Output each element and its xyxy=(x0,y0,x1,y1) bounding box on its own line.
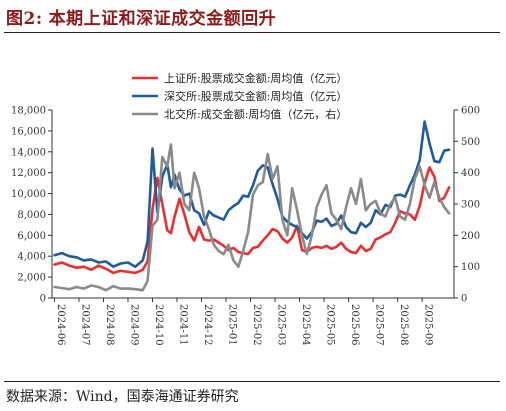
line-chart: 0 2,000 4,000 6,000 8,000 10,000 12,000 14,000 1… xyxy=(11,71,480,346)
y-left-tick-label: 14,000 xyxy=(11,147,46,158)
x-tick-label: 2025-06 xyxy=(349,304,360,346)
y-right-tick-label: 500 xyxy=(461,137,480,148)
x-tick-label: 2024-12 xyxy=(202,304,213,346)
x-tick-label: 2025-02 xyxy=(251,304,262,346)
x-tick-label: 2024-09 xyxy=(128,304,139,346)
figure-title: 图2: 本期上证和深证成交金额回升 xyxy=(6,4,282,29)
chart-axes: 0 2,000 4,000 6,000 8,000 10,000 12,000 14,000 1… xyxy=(11,106,480,346)
y-left-tick-label: 0 xyxy=(40,294,46,305)
y-left-tick-label: 4,000 xyxy=(17,252,46,263)
y-right-tick-label: 100 xyxy=(461,262,480,273)
figure-title-text: 本期上证和深证成交金额回升 xyxy=(48,9,277,29)
x-tick-label: 2024-07 xyxy=(79,304,90,346)
series-line-1 xyxy=(53,166,451,275)
x-tick-label: 2025-01 xyxy=(227,304,238,346)
figure-label: 图2: xyxy=(6,9,43,29)
chart-series xyxy=(53,120,451,292)
y-left-tick-label: 8,000 xyxy=(17,210,46,221)
x-tick-label: 2025-08 xyxy=(398,304,409,346)
x-tick-label: 2025-04 xyxy=(300,304,311,346)
chart-legend: 上证所:股票成交金额:周均值（亿元） 深交所:股票成交金额:周均值（亿元） 北交所:… xyxy=(132,71,347,121)
y-left-tick-label: 18,000 xyxy=(11,106,46,117)
y-right-tick-label: 0 xyxy=(461,294,467,305)
y-right-tick-label: 600 xyxy=(461,106,480,117)
x-tick-label: 2025-03 xyxy=(276,304,287,346)
top-rule xyxy=(4,32,500,33)
y-right-tick-label: 300 xyxy=(461,200,480,211)
x-tick-label: 2024-10 xyxy=(153,304,164,346)
y-left-tick-label: 2,000 xyxy=(17,273,46,284)
source-note: 数据来源：Wind，国泰海通证券研究 xyxy=(6,389,239,405)
y-left-tick-label: 6,000 xyxy=(17,231,46,242)
x-tick-label: 2024-11 xyxy=(178,304,189,346)
series-line-3 xyxy=(53,143,451,292)
bottom-rule xyxy=(4,381,500,382)
x-tick-label: 2024-08 xyxy=(104,304,115,346)
y-left-tick-label: 10,000 xyxy=(11,189,46,200)
x-tick-label: 2024-06 xyxy=(55,304,66,346)
y-left-tick-label: 12,000 xyxy=(11,168,46,179)
x-tick-label: 2025-09 xyxy=(423,304,434,346)
y-right-tick-label: 400 xyxy=(461,168,480,179)
legend-label-3: 北交所:成交金额:周均值（亿元，右） xyxy=(164,107,347,121)
y-right-tick-label: 200 xyxy=(461,231,480,242)
legend-label-2: 深交所:股票成交金额:周均值（亿元） xyxy=(164,89,347,103)
x-tick-label: 2025-05 xyxy=(325,304,336,346)
y-left-tick-label: 16,000 xyxy=(11,126,46,137)
x-tick-label: 2025-07 xyxy=(374,304,385,346)
legend-label-1: 上证所:股票成交金额:周均值（亿元） xyxy=(164,71,347,85)
